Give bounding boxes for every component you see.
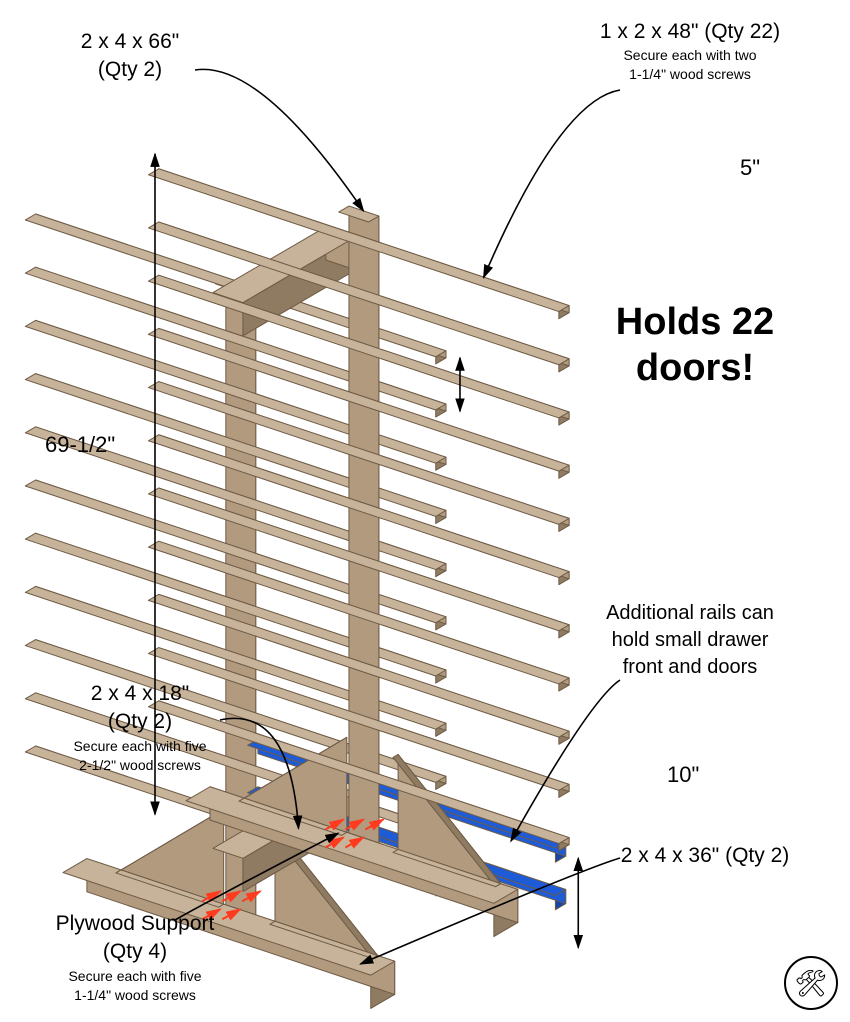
annotation-uprights: 2 x 4 x 66" (Qty 2) [40, 28, 220, 85]
annotation-extra-rails: Additional rails can hold small drawer f… [560, 600, 820, 681]
annotation-rails: 1 x 2 x 48" (Qty 22) Secure each with tw… [560, 18, 820, 84]
annotation-plywood-support: Plywood Support (Qty 4) Secure each with… [20, 910, 250, 1004]
annotation-stretchers: 2 x 4 x 18" (Qty 2) Secure each with fiv… [30, 680, 250, 774]
dim-rail-spacing: 5" [740, 153, 760, 183]
annotation-feet: 2 x 4 x 36" (Qty 2) [590, 842, 820, 870]
dim-base-spacing: 10" [667, 760, 699, 790]
dim-overall-height: 69-1/2" [45, 430, 115, 460]
headline: Holds 22 doors! [580, 300, 810, 391]
logo-icon: 🛠 [784, 956, 838, 1010]
